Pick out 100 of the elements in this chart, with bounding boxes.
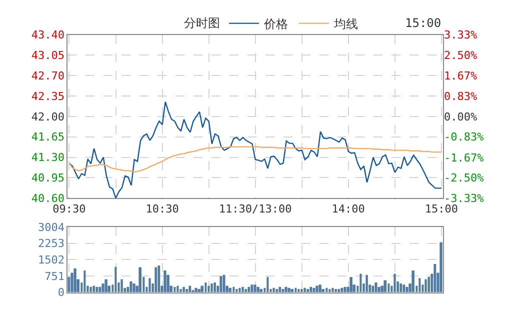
bar [272,288,275,292]
bar [288,288,290,292]
bar [250,284,254,292]
bar [276,289,278,292]
bar [182,286,185,292]
y-tick-label: 0 [58,286,64,300]
bar [282,289,284,292]
bar [92,286,95,292]
y-tick-label: 42.70 [31,70,64,82]
bar [210,284,213,292]
y-tick-label: 3004 [38,220,65,234]
bar [394,274,396,292]
bar [130,281,132,292]
bar [340,288,344,292]
line-series [68,101,442,198]
bar [98,286,102,292]
y-tick-label: 1502 [38,253,64,266]
y2-tick-label: 1.67% [444,69,478,82]
bar [366,274,368,292]
bar [326,288,328,292]
bar [256,286,260,292]
x-tick-label: 10:30 [146,202,179,216]
bar [332,288,334,292]
bar [440,242,442,292]
bar [188,286,192,292]
y-tick-label: 43.40 [31,28,64,42]
bar [84,270,86,292]
bar [120,279,123,292]
bar [328,289,331,292]
bar [344,286,346,292]
bar [318,284,322,292]
bar [186,289,188,292]
legend-label: 均线 [333,16,358,31]
bar [388,284,390,292]
bar [158,266,160,292]
bar [222,274,226,292]
bar [300,289,303,292]
bar [400,284,402,292]
bar [104,279,108,292]
y-tick-label: 41.30 [31,151,64,164]
bar [316,286,318,292]
y2-tick-label: 2.50% [444,49,478,62]
bar [242,286,244,292]
bar [180,289,182,292]
x-tick-label: 15:00 [424,202,458,216]
y-tick-label: 42.00 [31,110,64,124]
bar [244,289,247,292]
bar [434,264,436,292]
bar [176,286,179,292]
bar [278,286,282,292]
bar [402,284,406,292]
bar [284,286,288,292]
bar [132,284,136,292]
bar [298,289,300,292]
bar [70,272,74,292]
bar [208,286,210,292]
y-tick-label: 40.95 [31,172,64,185]
bar [254,284,256,292]
bar [334,289,337,292]
bar [338,289,340,292]
y-tick-label: 2253 [38,237,64,250]
bar [74,268,76,292]
x-tick-label: 09:30 [52,202,86,216]
bar [114,266,117,292]
bar [228,288,232,292]
x-tick-label: 14:00 [332,202,365,216]
y-tick-label: 40.60 [31,192,64,205]
bar [174,286,176,292]
bar [384,280,387,292]
bar [248,286,250,292]
y2-tick-label: -2.50% [444,172,484,185]
bar [312,288,316,292]
bar [90,286,92,292]
bar [232,286,235,292]
line-series [68,146,442,172]
y2-tick-label: 3.33% [444,28,478,42]
bar [350,277,352,292]
bar [236,289,238,292]
y-tick-label: 42.35 [31,90,64,103]
bar [304,288,306,292]
y2-tick-label: -1.67% [444,151,484,164]
bar [360,274,362,292]
bar [260,289,262,292]
bar [200,286,204,292]
bar [214,282,216,292]
y2-tick-label: 0.00% [444,110,478,124]
bar [166,274,170,292]
bar [138,267,142,292]
x-tick-label: 11:30/13:00 [218,202,292,216]
bar [374,282,378,292]
bar [154,267,158,292]
y2-tick-label: -3.33% [444,192,484,205]
bar [148,278,151,292]
bar [418,278,421,292]
bar [372,286,374,292]
bar [194,288,198,292]
bar [378,286,380,292]
y-tick-label: 41.65 [31,130,64,144]
bar [290,289,294,292]
bar [428,277,430,292]
